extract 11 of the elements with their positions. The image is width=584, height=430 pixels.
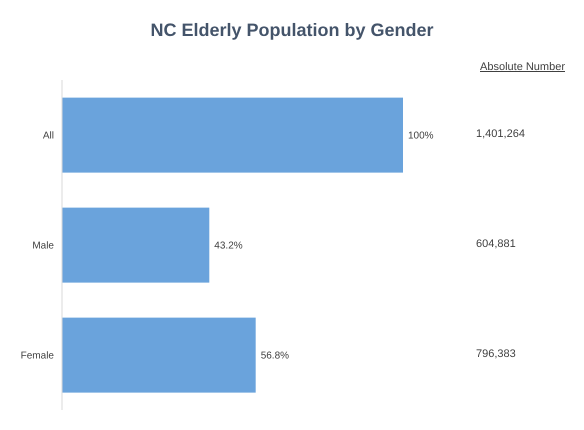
y-tick-label: All xyxy=(42,130,54,142)
data-label: 43.2% xyxy=(214,240,243,252)
data-label: 56.8% xyxy=(260,350,290,362)
chart-title: NC Elderly Population by Gender xyxy=(149,20,435,41)
text: 604,881 xyxy=(476,238,516,250)
y-tick-label: Male xyxy=(32,240,54,252)
text: Absolute Number xyxy=(480,61,565,73)
text: 796,383 xyxy=(476,348,516,360)
data-label: 100% xyxy=(408,130,434,142)
text: 1,401,264 xyxy=(476,128,525,140)
y-tick-label: Female xyxy=(20,350,54,362)
